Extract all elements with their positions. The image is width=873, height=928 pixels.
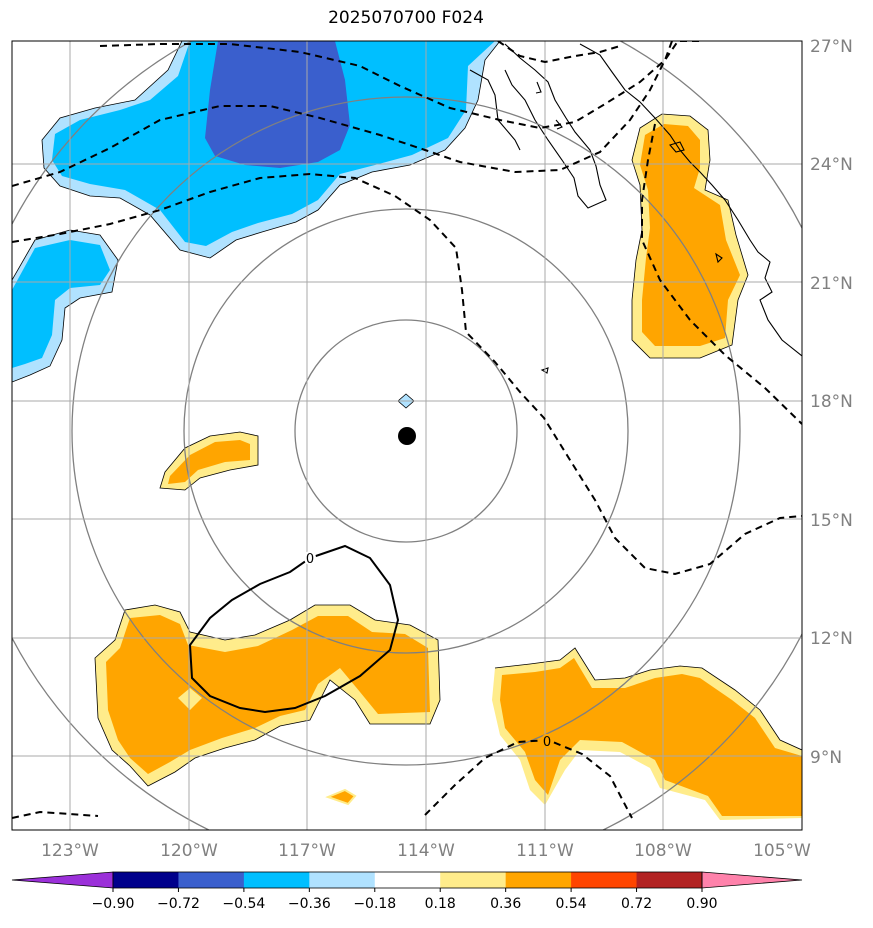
colorbar-tick-label: −0.18 — [353, 896, 396, 912]
colorbar-segment — [374, 872, 441, 888]
mexico-west-coast — [579, 43, 802, 357]
baja-west-coast — [469, 69, 521, 151]
zero-contour-southeast — [494, 647, 802, 751]
positive-anomaly-southwest — [94, 604, 441, 787]
range-ring-3 — [71, 96, 741, 766]
colorbar-tick-label: −0.90 — [92, 896, 135, 912]
island-1 — [669, 141, 685, 153]
range-ring-2 — [183, 208, 629, 654]
lat-label-12n: 12°N — [810, 629, 853, 649]
colorbar-segment — [636, 872, 703, 888]
orange-shading-east — [640, 124, 740, 346]
colorbar-segment — [113, 872, 179, 888]
map-layers: 0 0 — [12, 41, 802, 830]
colorbar-frame — [112, 871, 703, 889]
dark-blue-shading — [205, 41, 350, 168]
dashed-contour-7 — [12, 810, 99, 819]
map-frame — [11, 40, 803, 831]
lat-label-15n: 15°N — [810, 511, 853, 531]
range-ring-1 — [294, 319, 518, 543]
contour-label-1: 0 — [306, 552, 314, 567]
colorbar-tick-label: 0.72 — [621, 896, 652, 912]
zero-contour-thin — [41, 41, 501, 259]
longitude-labels: 123°W 120°W 117°W 114°W 111°W 108°W 105°… — [41, 841, 811, 861]
colorbar-tick-label: 0.90 — [686, 896, 717, 912]
lat-label-9n: 9°N — [810, 748, 842, 768]
lat-label-18n: 18°N — [810, 392, 853, 412]
colorbar-tick-label: 0.18 — [425, 896, 456, 912]
orange-shading-southeast — [500, 658, 802, 816]
colorbar-segment — [178, 872, 245, 888]
zero-contour-mid — [159, 431, 259, 491]
contour-label-2: 0 — [543, 735, 551, 750]
gridlines — [12, 41, 802, 830]
island-5 — [555, 119, 563, 130]
lat-label-24n: 24°N — [810, 155, 853, 175]
dashed-contour-2 — [12, 41, 673, 187]
colorbar-tick-label: −0.54 — [222, 896, 265, 912]
range-rings — [12, 41, 802, 830]
yellow-hole — [178, 688, 202, 710]
lat-label-21n: 21°N — [810, 274, 853, 294]
colorbar-segment — [309, 872, 376, 888]
blue-shading-west — [12, 240, 110, 368]
positive-anomaly-southeast — [492, 647, 802, 820]
island-4 — [535, 81, 542, 94]
orange-shading-southwest — [106, 615, 430, 774]
lon-label-114w: 114°W — [397, 841, 455, 861]
colorbar-extend-low — [11, 871, 114, 889]
dashed-contour-6 — [424, 738, 633, 819]
lon-label-105w: 105°W — [753, 841, 811, 861]
colorbar-tick-label: −0.72 — [157, 896, 200, 912]
negative-anomaly-north — [41, 41, 501, 259]
contour-label-bg-2 — [541, 734, 553, 748]
lon-label-120w: 120°W — [160, 841, 218, 861]
dashed-contour-1 — [99, 41, 679, 130]
small-positive-spot — [325, 788, 357, 806]
colorbar-tick-label: −0.36 — [288, 896, 331, 912]
zero-contour-southwest — [94, 604, 441, 787]
solid-contour — [188, 544, 400, 714]
lat-label-27n: 27°N — [810, 37, 853, 57]
latitude-labels: 27°N 24°N 21°N 18°N 15°N 12°N 9°N — [810, 37, 853, 768]
zero-contour-west — [12, 229, 119, 383]
colorbar: −0.90 −0.72 −0.54 −0.36 −0.18 0.18 0.36 0.54 0.7… — [11, 871, 803, 912]
colorbar-segment — [440, 872, 507, 888]
dashed-contour-5 — [497, 41, 621, 64]
colorbar-segment — [505, 872, 572, 888]
dashed-contours — [12, 41, 802, 819]
lon-label-123w: 123°W — [41, 841, 99, 861]
colorbar-segment — [243, 872, 310, 888]
island-2 — [715, 252, 723, 264]
storm-center-marker — [398, 427, 416, 445]
colorbar-tick-label: 0.36 — [490, 896, 521, 912]
lon-label-117w: 117°W — [278, 841, 336, 861]
lon-label-111w: 111°W — [516, 841, 574, 861]
colorbar-tick-label: 0.54 — [556, 896, 587, 912]
contour-label-bg-1 — [304, 551, 316, 565]
dashed-contour-4 — [641, 123, 802, 425]
positive-anomaly-east — [631, 113, 749, 359]
lon-label-108w: 108°W — [634, 841, 692, 861]
dashed-contour-3 — [12, 172, 802, 576]
map-title: 2025070700 F024 — [328, 8, 484, 28]
colorbar-extend-high — [701, 871, 803, 889]
negative-anomaly-west — [12, 229, 119, 383]
colorbar-segment — [571, 872, 638, 888]
